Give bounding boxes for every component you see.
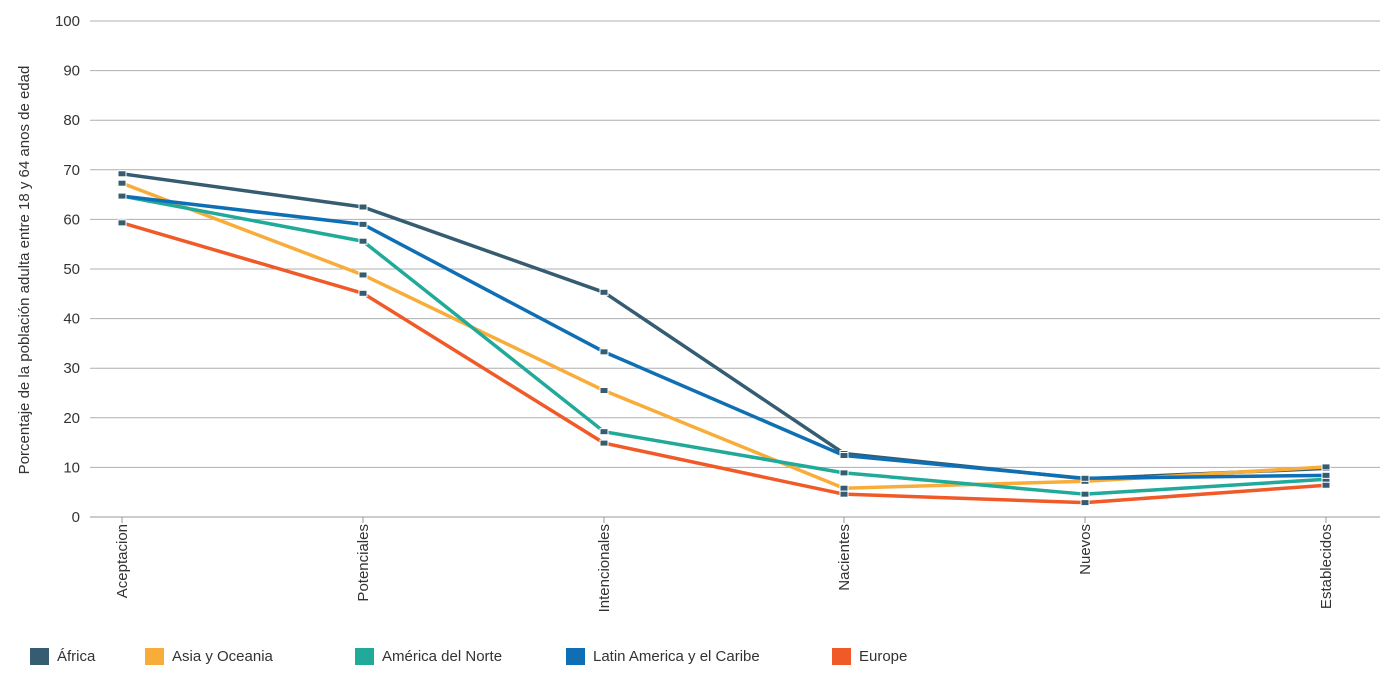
data-point-america-del-norte — [839, 469, 849, 477]
legend-item-asia-y-oceania: Asia y Oceania — [145, 648, 273, 665]
data-point-america-del-norte — [599, 428, 609, 436]
data-point-latin-america-y-el-caribe — [1080, 474, 1090, 482]
data-point-europe — [1321, 481, 1331, 489]
x-axis-ticks: Aceptacion Potenciales Intencionales Nacien… — [114, 517, 1335, 612]
x-tick-label: Establecidos — [1318, 524, 1335, 609]
y-tick-label: 20 — [63, 410, 80, 427]
series-line-latin-america-y-el-caribe — [120, 194, 1328, 481]
data-point-africa — [358, 203, 368, 211]
data-point-asia-y-oceania — [599, 387, 609, 395]
y-axis-title: Porcentaje de la población adulta entre … — [16, 66, 33, 475]
legend-swatch — [145, 648, 164, 665]
legend-label: África — [57, 648, 96, 665]
data-point-latin-america-y-el-caribe — [117, 192, 127, 200]
y-tick-label: 60 — [63, 211, 80, 228]
data-point-asia-y-oceania — [358, 271, 368, 279]
data-point-asia-y-oceania — [1321, 463, 1331, 471]
data-point-europe — [117, 219, 127, 227]
series-lines — [120, 172, 1328, 505]
legend-swatch — [832, 648, 851, 665]
series-markers — [117, 170, 1331, 507]
data-point-europe — [1080, 499, 1090, 507]
y-tick-label: 30 — [63, 360, 80, 377]
y-tick-label: 90 — [63, 63, 80, 80]
data-point-latin-america-y-el-caribe — [1321, 471, 1331, 479]
y-tick-label: 0 — [72, 509, 80, 526]
y-tick-label: 80 — [63, 112, 80, 129]
x-tick-label: Nuevos — [1077, 524, 1094, 575]
legend-swatch — [566, 648, 585, 665]
y-tick-label: 40 — [63, 311, 80, 328]
legend-item-latin-america-y-el-caribe: Latin America y el Caribe — [566, 648, 760, 665]
series-line-europe — [120, 221, 1328, 505]
data-point-africa — [117, 170, 127, 178]
x-tick-label: Aceptacion — [114, 524, 131, 598]
data-point-america-del-norte — [358, 237, 368, 245]
y-tick-label: 100 — [55, 13, 80, 30]
grid-lines — [90, 20, 1380, 518]
y-tick-label: 70 — [63, 162, 80, 179]
data-point-latin-america-y-el-caribe — [599, 348, 609, 356]
legend-item-america-del-norte: América del Norte — [355, 648, 502, 665]
x-tick-label: Potenciales — [355, 524, 372, 602]
data-point-africa — [599, 288, 609, 296]
data-point-europe — [839, 490, 849, 498]
legend-label: Asia y Oceania — [172, 648, 273, 665]
x-tick-label: Intencionales — [596, 524, 613, 612]
data-point-latin-america-y-el-caribe — [358, 220, 368, 228]
data-point-latin-america-y-el-caribe — [839, 451, 849, 459]
legend-item-africa: África — [30, 648, 95, 665]
y-axis-ticks: 0 10 20 30 40 50 60 70 80 90 100 — [55, 13, 80, 526]
x-tick-label: Nacientes — [836, 524, 853, 591]
data-point-america-del-norte — [1080, 490, 1090, 498]
legend-swatch — [355, 648, 374, 665]
legend-label: Europe — [859, 648, 908, 665]
y-tick-label: 10 — [63, 459, 80, 476]
data-point-asia-y-oceania — [839, 484, 849, 492]
legend-label: Latin America y el Caribe — [593, 648, 760, 665]
y-tick-label: 50 — [63, 261, 80, 278]
data-point-asia-y-oceania — [117, 179, 127, 187]
data-point-europe — [358, 289, 368, 297]
data-point-europe — [599, 439, 609, 447]
legend-label: América del Norte — [382, 648, 503, 665]
legend-swatch — [30, 648, 49, 665]
series-line-america-del-norte — [120, 194, 1328, 496]
legend-item-europe: Europe — [832, 648, 907, 665]
